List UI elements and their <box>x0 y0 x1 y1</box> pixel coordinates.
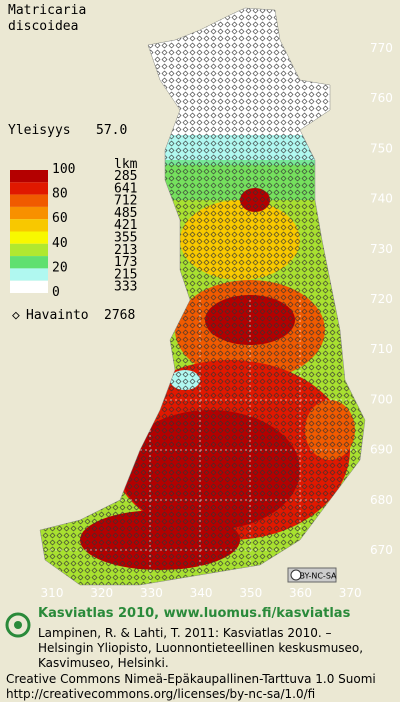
easting-label: 340 <box>190 586 213 600</box>
grid-labels: 770 760 750 740 730 720 710 700 690 680 670 310 320 3… <box>41 41 393 600</box>
legend-swatch <box>10 170 48 183</box>
northing-label: 700 <box>370 392 393 406</box>
legend-swatch <box>10 280 48 293</box>
observation-count: 2768 <box>104 308 135 323</box>
northing-label: 740 <box>370 192 393 206</box>
easting-label: 330 <box>140 586 163 600</box>
legend-header: lkm <box>114 157 138 172</box>
legend-count: 215 <box>114 267 137 282</box>
northing-label: 670 <box>370 543 393 557</box>
title-line: Matricaria <box>8 3 86 18</box>
citation-line: Lampinen, R. & Lahti, T. 2011: Kasviatla… <box>38 626 332 640</box>
license-line: Creative Commons Nimeä-Epäkaupallinen-Ta… <box>6 672 376 686</box>
northing-label: 760 <box>370 91 393 105</box>
frequency-label: Yleisyys <box>8 123 71 138</box>
easting-label: 310 <box>41 586 64 600</box>
northing-label: 720 <box>370 292 393 306</box>
northing-label: 750 <box>370 141 393 155</box>
observation-marker: ◇ <box>12 308 20 323</box>
legend-swatch <box>10 206 48 220</box>
legend-scale-label: 0 <box>52 285 60 300</box>
license-badge: BY-NC-SA <box>287 567 337 583</box>
easting-label: 370 <box>339 586 362 600</box>
legend-count: 421 <box>114 218 137 233</box>
footer-heading[interactable]: Kasviatlas 2010, www.luomus.fi/kasviatla… <box>38 606 351 621</box>
legend-scale-label: 40 <box>52 236 68 251</box>
legend-swatch <box>10 219 48 232</box>
logo <box>5 612 31 638</box>
legend-count: 333 <box>114 280 137 295</box>
northing-label: 680 <box>370 493 393 507</box>
legend-swatch <box>10 256 48 269</box>
legend-swatch <box>10 243 48 257</box>
legend-scale-label: 80 <box>52 187 68 202</box>
title-line: discoidea <box>8 19 78 34</box>
observation-label: Havainto <box>26 308 89 323</box>
license-badge-text: BY-NC-SA <box>299 572 337 581</box>
legend-swatch <box>10 182 48 195</box>
easting-label: 360 <box>289 586 312 600</box>
legend-count: 285 <box>114 169 137 184</box>
legend-count: 485 <box>114 206 137 221</box>
legend-scale-label: 100 <box>52 162 75 177</box>
legend-count: 712 <box>114 194 137 209</box>
northing-label: 710 <box>370 342 393 356</box>
easting-label: 320 <box>90 586 113 600</box>
northing-label: 690 <box>370 443 393 457</box>
license-line[interactable]: http://creativecommons.org/licenses/by-n… <box>6 687 315 701</box>
legend-count: 173 <box>114 255 137 270</box>
frequency-value: 57.0 <box>96 123 127 138</box>
citation-line: Kasvimuseo, Helsinki. <box>38 656 169 670</box>
legend-count: 355 <box>114 231 137 246</box>
legend-scale-label: 60 <box>52 211 68 226</box>
northing-label: 730 <box>370 242 393 256</box>
northing-label: 770 <box>370 41 393 55</box>
citation-line: Helsingin Yliopisto, Luonnontieteellinen… <box>38 641 363 655</box>
legend-swatch <box>10 194 48 207</box>
legend-swatch <box>10 231 48 244</box>
distribution-map <box>40 8 365 585</box>
easting-label: 350 <box>239 586 262 600</box>
legend-scale-label: 20 <box>52 260 68 275</box>
legend-swatch <box>10 268 48 281</box>
legend-count: 213 <box>114 243 137 258</box>
legend-count: 641 <box>114 181 137 196</box>
